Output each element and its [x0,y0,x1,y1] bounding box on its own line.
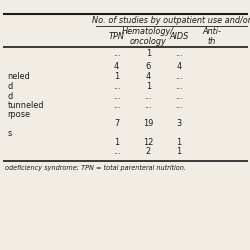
Text: ...: ... [113,50,120,58]
Text: Hematology/
oncology: Hematology/ oncology [122,26,174,46]
Text: ...: ... [113,92,120,100]
Text: ...: ... [175,82,183,91]
Text: 1: 1 [114,138,119,147]
Text: 19: 19 [143,119,154,128]
Text: 2: 2 [146,147,151,156]
Text: 4: 4 [176,62,182,71]
Text: TPN: TPN [108,32,124,41]
Text: 7: 7 [114,119,119,128]
Text: s: s [8,129,12,138]
Text: neled: neled [8,72,30,81]
Text: 1: 1 [146,82,151,91]
Text: tunneled: tunneled [8,101,44,110]
Text: d: d [8,92,13,100]
Text: ...: ... [144,92,152,100]
Text: 1: 1 [176,147,182,156]
Text: ...: ... [144,101,152,110]
Text: ...: ... [113,101,120,110]
Text: Anti-
th: Anti- th [202,26,222,46]
Text: ...: ... [175,92,183,100]
Text: 1: 1 [114,72,119,81]
Text: odeficiency syndrome; TPN = total parenteral nutrition.: odeficiency syndrome; TPN = total parent… [5,165,186,171]
Text: No. of studies by outpatient use and/or: No. of studies by outpatient use and/or [92,16,250,25]
Text: 1: 1 [146,50,151,58]
Text: AIDS: AIDS [169,32,188,41]
Text: ...: ... [175,101,183,110]
Text: ...: ... [113,147,120,156]
Text: ...: ... [175,50,183,58]
Text: 6: 6 [146,62,151,71]
Text: 1: 1 [176,138,182,147]
Text: ...: ... [113,82,120,91]
Text: 4: 4 [146,72,151,81]
Text: 12: 12 [143,138,154,147]
Text: 3: 3 [176,119,182,128]
Text: 4: 4 [114,62,119,71]
Text: d: d [8,82,13,91]
Text: rpose: rpose [8,110,30,119]
Text: ...: ... [175,72,183,81]
